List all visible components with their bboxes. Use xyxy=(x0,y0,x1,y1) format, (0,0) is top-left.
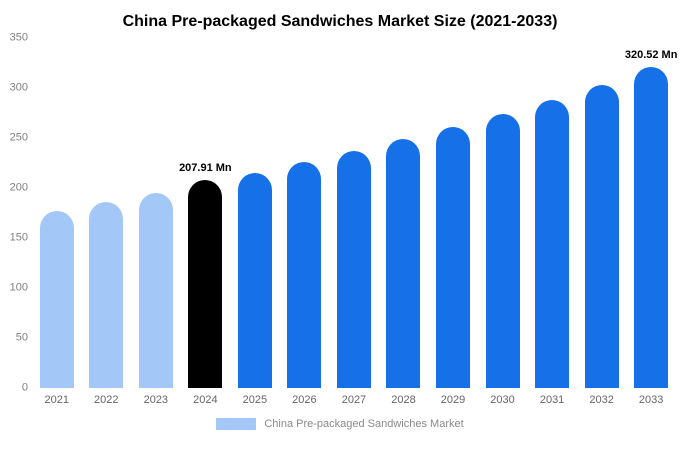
x-tick-label-2025: 2025 xyxy=(242,394,268,406)
bar-value-label: 207.91 Mn xyxy=(179,162,232,175)
y-tick-label: 300 xyxy=(9,81,28,94)
y-tick-label: 150 xyxy=(9,231,28,244)
x-tick-label-2023: 2023 xyxy=(143,394,169,406)
bar-cell-2030 xyxy=(478,38,528,388)
bar-2028 xyxy=(386,139,421,388)
bar-cell-2031 xyxy=(527,38,577,388)
x-tick-label-2021: 2021 xyxy=(44,394,69,406)
y-tick-label: 100 xyxy=(9,281,28,294)
bar-2029 xyxy=(436,127,471,388)
bar-2022 xyxy=(89,202,124,388)
x-tick-label-2032: 2032 xyxy=(589,394,614,406)
x-tick-label-2027: 2027 xyxy=(341,394,367,406)
y-tick-label: 350 xyxy=(9,31,28,44)
bar-cell-2023 xyxy=(131,38,181,388)
bar-cell-2032 xyxy=(577,38,627,388)
bar-cell-2028 xyxy=(379,38,429,388)
bar-2021 xyxy=(39,211,74,388)
bar-2030 xyxy=(485,114,520,388)
plot-row: 0 50 100 150 200 250 300 350 207.91 Mn 320.52 Mn xyxy=(0,32,680,393)
y-axis: 0 50 100 150 200 250 300 350 xyxy=(0,32,32,393)
y-tick-label: 0 xyxy=(21,381,28,394)
legend-swatch xyxy=(216,418,257,430)
x-tick-label-2033: 2033 xyxy=(638,394,664,406)
bar-2031 xyxy=(535,100,570,388)
x-tick-label-2028: 2028 xyxy=(391,394,416,406)
chart-title: China Pre-packaged Sandwiches Market Siz… xyxy=(122,13,558,30)
bar-cell-2025 xyxy=(230,38,280,388)
x-tick-label-2026: 2026 xyxy=(292,394,317,406)
x-tick-label-2030: 2030 xyxy=(490,394,515,406)
bar-2025 xyxy=(237,173,272,388)
x-tick-label-2022: 2022 xyxy=(94,394,119,406)
bar-2024 xyxy=(188,180,223,388)
legend-label: China Pre-packaged Sandwiches Market xyxy=(264,418,464,430)
y-tick-label: 50 xyxy=(15,331,28,344)
y-tick-label: 250 xyxy=(9,131,28,144)
bar-2026 xyxy=(287,162,322,388)
x-tick-label-2029: 2029 xyxy=(440,394,466,406)
bar-cell-2026 xyxy=(280,38,330,388)
plot-area: 207.91 Mn 320.52 Mn xyxy=(32,38,678,388)
x-axis: 2021 2022 2023 2024 2025 2026 2027 2028 2029 2030… xyxy=(32,388,676,412)
bar-2033 xyxy=(634,67,669,388)
bar-cell-2021 xyxy=(32,38,82,388)
bar-2023 xyxy=(138,193,173,388)
bar-cell-2022 xyxy=(82,38,132,388)
legend: China Pre-packaged Sandwiches Market xyxy=(0,418,680,430)
bar-2032 xyxy=(584,85,619,388)
y-tick-label: 200 xyxy=(9,181,28,194)
bar-value-label: 320.52 Mn xyxy=(624,49,678,62)
x-tick-label-2024: 2024 xyxy=(193,394,218,406)
bar-cell-2029 xyxy=(428,38,478,388)
bar-2027 xyxy=(336,151,371,388)
bar-cell-2024: 207.91 Mn xyxy=(179,38,232,388)
bar-cell-2027 xyxy=(329,38,379,388)
x-tick-label-2031: 2031 xyxy=(539,394,565,406)
bar-cell-2033: 320.52 Mn xyxy=(624,38,678,388)
